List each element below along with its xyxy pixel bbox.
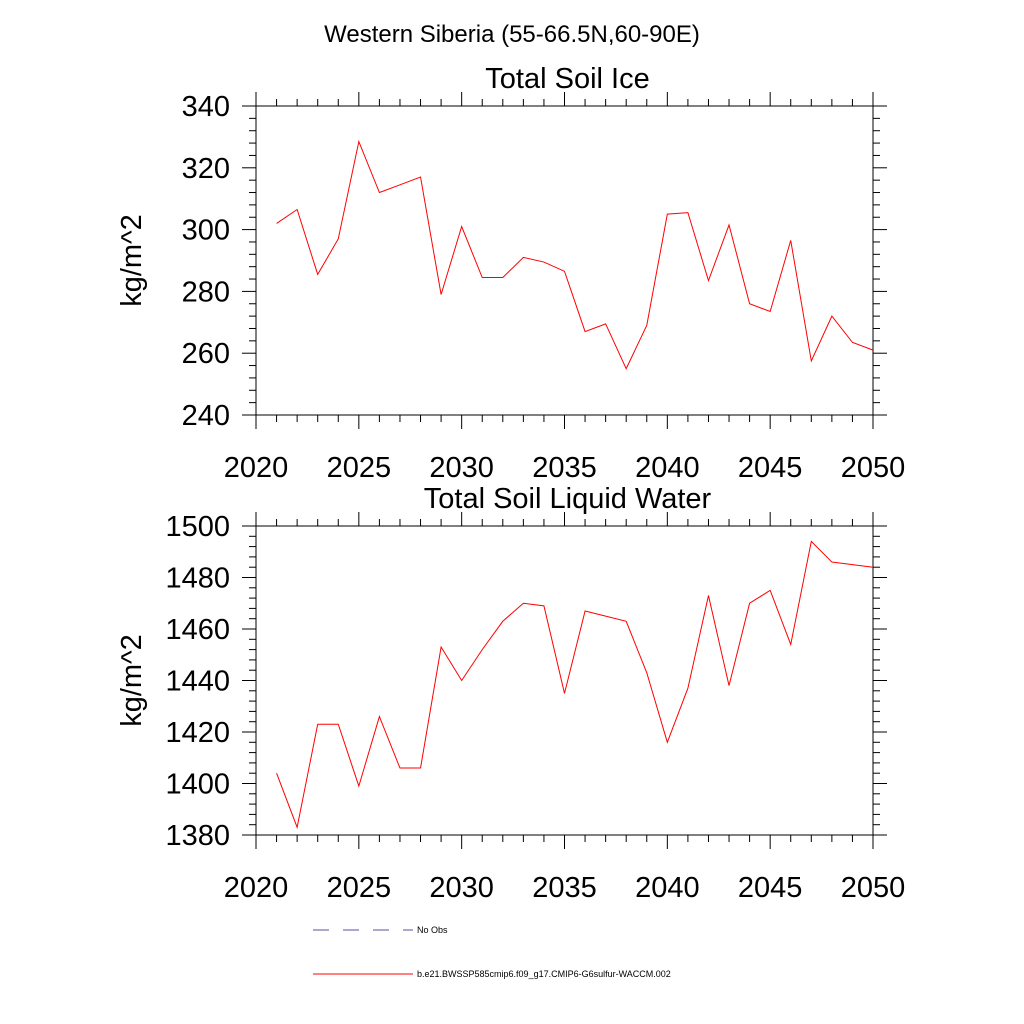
y-tick-label: 1500 — [165, 511, 230, 543]
y-tick-label: 1480 — [165, 563, 230, 595]
plot-frame — [255, 525, 874, 836]
x-tick-label: 2035 — [532, 452, 597, 484]
x-tick-label: 2050 — [841, 452, 906, 484]
legend-label-no-obs: No Obs — [417, 925, 448, 935]
y-tick-label: 1460 — [165, 614, 230, 646]
x-tick-label: 2050 — [841, 872, 906, 904]
series-line — [276, 540, 874, 830]
plot-frame — [255, 105, 874, 416]
chart-title: Total Soil Liquid Water — [424, 483, 712, 515]
x-tick-label: 2025 — [327, 872, 392, 904]
x-tick-label: 2030 — [429, 452, 494, 484]
x-tick-label: 2035 — [532, 872, 597, 904]
chart-title: Total Soil Ice — [485, 63, 649, 95]
y-tick-label: 340 — [182, 91, 230, 123]
series-line — [276, 139, 874, 370]
page-title: Western Siberia (55-66.5N,60-90E) — [324, 21, 700, 48]
legend: No Obs b.e21.BWSSP585cmip6.f09_g17.CMIP6… — [313, 925, 671, 979]
y-tick-label: 320 — [182, 153, 230, 185]
y-tick-label: 1380 — [165, 820, 230, 852]
x-tick-label: 2025 — [327, 452, 392, 484]
x-tick-label: 2045 — [738, 872, 803, 904]
x-tick-label: 2045 — [738, 452, 803, 484]
y-tick-label: 240 — [182, 400, 230, 432]
chart-bottom: Total Soil Liquid Water kg/m^2 2020 2025 203… — [116, 483, 905, 904]
chart-top: Total Soil Ice kg/m^2 2020 2025 2030 2035 2040… — [116, 63, 905, 484]
y-axis-label: kg/m^2 — [116, 214, 148, 307]
x-tick-label: 2020 — [224, 452, 289, 484]
y-tick-label: 300 — [182, 215, 230, 247]
legend-label-model: b.e21.BWSSP585cmip6.f09_g17.CMIP6-G6sulf… — [417, 969, 671, 979]
y-tick-label: 1400 — [165, 769, 230, 801]
y-tick-label: 1440 — [165, 666, 230, 698]
y-tick-label: 280 — [182, 276, 230, 308]
y-tick-label: 260 — [182, 338, 230, 370]
x-tick-label: 2020 — [224, 872, 289, 904]
y-tick-label: 1420 — [165, 717, 230, 749]
x-tick-label: 2040 — [635, 452, 700, 484]
x-tick-label: 2030 — [429, 872, 494, 904]
y-axis-label: kg/m^2 — [116, 634, 148, 727]
x-tick-label: 2040 — [635, 872, 700, 904]
